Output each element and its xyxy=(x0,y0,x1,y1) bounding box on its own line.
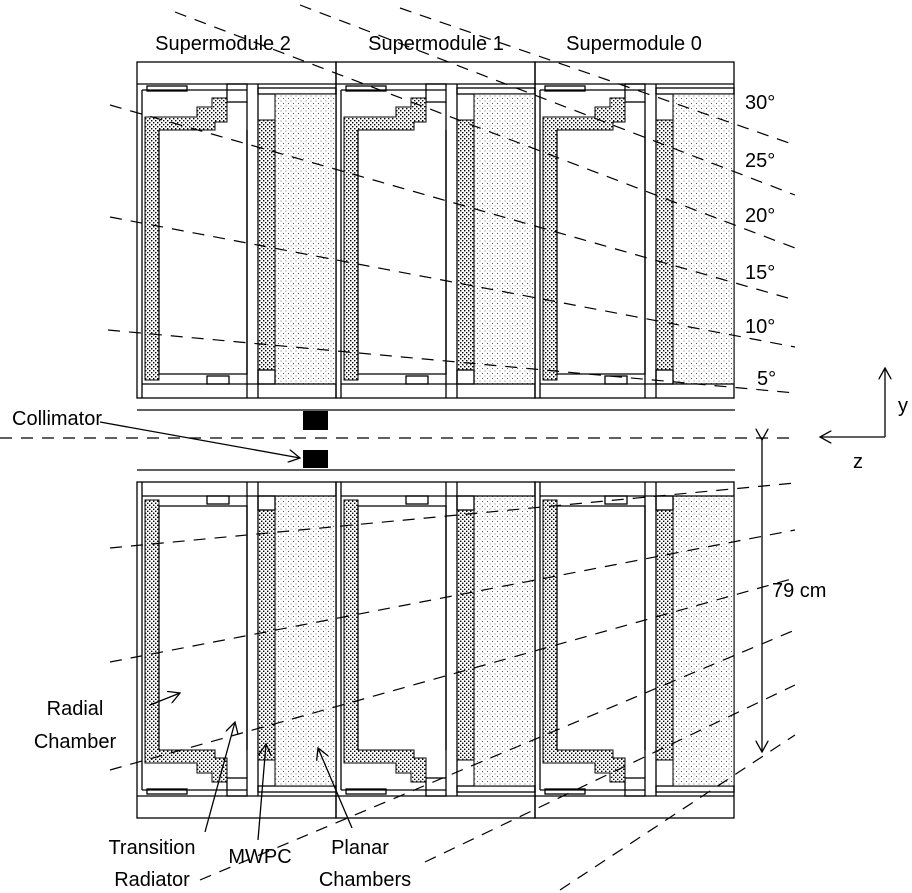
angle-label: 25° xyxy=(745,150,775,172)
collimator xyxy=(0,409,795,471)
angle-label: 5° xyxy=(757,368,776,390)
supermodule-label: Supermodule 1 xyxy=(368,33,504,55)
axes xyxy=(762,368,885,752)
angle-label: 10° xyxy=(745,316,775,338)
labels: Supermodule 2 Supermodule 1 Supermodule … xyxy=(12,33,908,891)
supermodule-label: Supermodule 2 xyxy=(155,33,291,55)
planar-chambers-label: Planar xyxy=(331,837,389,859)
planar-chambers-label: Chambers xyxy=(319,869,411,891)
angle-lines xyxy=(107,4,796,891)
angle-label: 20° xyxy=(745,205,775,227)
axis-label: y xyxy=(898,395,908,417)
radial-chamber-label: Radial xyxy=(47,698,104,720)
angle-label: 30° xyxy=(745,92,775,114)
transition-radiator-label: Transition xyxy=(108,837,195,859)
axis-label: z xyxy=(853,451,863,473)
supermodule-label: Supermodule 0 xyxy=(566,33,702,55)
distance-label: 79 cm xyxy=(772,580,826,602)
collimator-label: Collimator xyxy=(12,408,102,430)
mwpc-label: MWPC xyxy=(228,846,291,868)
angle-label: 15° xyxy=(745,262,775,284)
transition-radiator-label: Radiator xyxy=(114,869,190,891)
pointers xyxy=(99,421,353,841)
radial-chamber-label: Chamber xyxy=(34,731,117,753)
upper-modules xyxy=(136,61,735,399)
lower-modules xyxy=(136,481,735,819)
